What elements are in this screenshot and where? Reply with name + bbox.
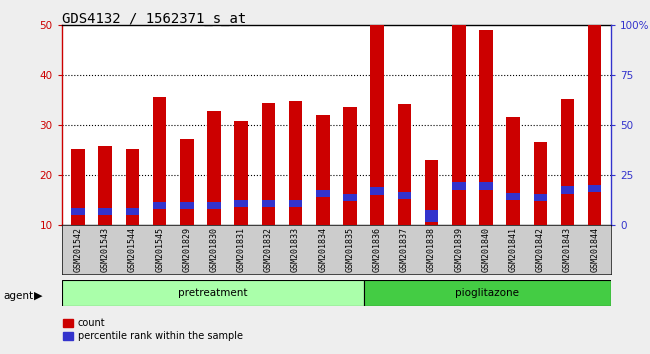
- Bar: [125, 208, 139, 215]
- Bar: [479, 30, 493, 225]
- Bar: [424, 160, 438, 225]
- Text: GSM201839: GSM201839: [454, 227, 463, 272]
- Bar: [370, 12, 384, 225]
- Bar: [316, 115, 330, 225]
- Bar: [207, 111, 221, 225]
- Bar: [153, 202, 166, 209]
- Bar: [343, 107, 357, 225]
- Text: GSM201843: GSM201843: [563, 227, 572, 272]
- Bar: [534, 194, 547, 201]
- Text: GSM201545: GSM201545: [155, 227, 164, 272]
- Bar: [561, 99, 575, 225]
- Bar: [398, 192, 411, 199]
- Bar: [153, 97, 166, 225]
- Bar: [316, 190, 330, 197]
- Bar: [289, 101, 302, 225]
- Bar: [452, 182, 465, 190]
- Text: GSM201834: GSM201834: [318, 227, 328, 272]
- Bar: [370, 187, 384, 195]
- Text: GSM201835: GSM201835: [345, 227, 354, 272]
- Bar: [343, 194, 357, 201]
- Bar: [506, 193, 520, 200]
- Bar: [588, 17, 601, 225]
- Text: GSM201836: GSM201836: [372, 227, 382, 272]
- Text: GSM201840: GSM201840: [482, 227, 490, 272]
- Text: agent: agent: [3, 291, 33, 301]
- Bar: [452, 12, 465, 225]
- Text: GSM201829: GSM201829: [183, 227, 191, 272]
- Text: GSM201844: GSM201844: [590, 227, 599, 272]
- Bar: [98, 146, 112, 225]
- Bar: [506, 117, 520, 225]
- Text: GSM201831: GSM201831: [237, 227, 246, 272]
- Legend: count, percentile rank within the sample: count, percentile rank within the sample: [63, 318, 243, 341]
- Bar: [261, 103, 275, 225]
- Bar: [235, 121, 248, 225]
- Text: GSM201837: GSM201837: [400, 227, 409, 272]
- Bar: [72, 208, 85, 215]
- Bar: [98, 208, 112, 215]
- Text: GSM201833: GSM201833: [291, 227, 300, 272]
- Bar: [261, 200, 275, 207]
- Bar: [588, 185, 601, 192]
- Bar: [180, 202, 194, 209]
- Bar: [424, 210, 438, 222]
- Text: GSM201544: GSM201544: [128, 227, 137, 272]
- Text: GSM201542: GSM201542: [73, 227, 83, 272]
- Text: GSM201841: GSM201841: [508, 227, 517, 272]
- Text: GDS4132 / 1562371_s_at: GDS4132 / 1562371_s_at: [62, 12, 246, 27]
- Text: pretreatment: pretreatment: [178, 288, 248, 298]
- Bar: [561, 186, 575, 194]
- Bar: [235, 200, 248, 207]
- Text: GSM201842: GSM201842: [536, 227, 545, 272]
- Bar: [207, 202, 221, 209]
- Bar: [62, 280, 364, 306]
- Bar: [479, 182, 493, 190]
- Text: ▶: ▶: [34, 291, 42, 301]
- Bar: [364, 280, 611, 306]
- Text: GSM201830: GSM201830: [209, 227, 218, 272]
- Bar: [125, 149, 139, 225]
- Text: GSM201838: GSM201838: [427, 227, 436, 272]
- Bar: [180, 139, 194, 225]
- Bar: [72, 149, 85, 225]
- Text: GSM201543: GSM201543: [101, 227, 110, 272]
- Text: GSM201832: GSM201832: [264, 227, 273, 272]
- Bar: [534, 142, 547, 225]
- Text: pioglitazone: pioglitazone: [456, 288, 519, 298]
- Bar: [289, 200, 302, 207]
- Bar: [398, 104, 411, 225]
